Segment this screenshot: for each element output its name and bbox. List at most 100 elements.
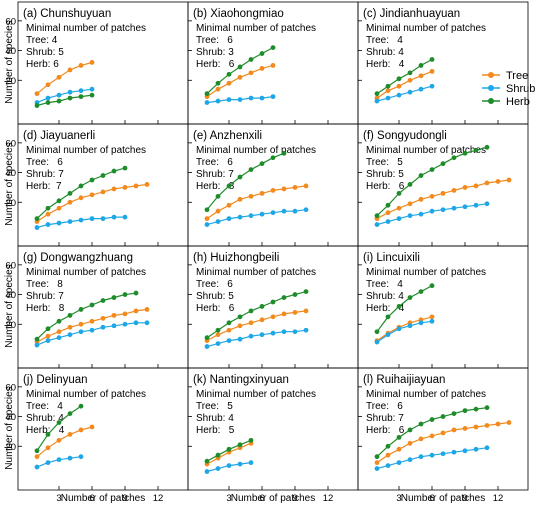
legend-herb-label: Herb	[506, 96, 530, 108]
legend-tree-label: Tree	[506, 70, 528, 82]
series-shrub-point	[111, 214, 117, 220]
series-herb-point	[248, 308, 254, 314]
series-shrub-point	[270, 94, 276, 100]
series-tree-point	[303, 308, 309, 314]
panel-title: (b) Xiaohongmiao	[193, 8, 284, 20]
series-tree-point	[78, 195, 84, 201]
minimal-herb: Herb: 6	[366, 181, 405, 192]
series-tree-point	[259, 66, 265, 71]
series-herb-point	[407, 182, 413, 187]
x-tick-label: 9	[292, 493, 297, 504]
series-shrub-point	[473, 446, 479, 452]
series-herb	[204, 45, 276, 97]
series-herb-point	[429, 167, 435, 173]
minimal-herb: Herb: 6	[196, 59, 235, 70]
series-tree-point	[78, 63, 84, 68]
series-tree-point	[237, 74, 243, 80]
y-tick-label: 20	[5, 76, 16, 87]
series-herb-point	[385, 202, 391, 208]
series-herb-point	[281, 150, 287, 156]
series-herb-point	[56, 198, 62, 204]
series-shrub-point	[429, 208, 435, 214]
minimal-shrub: Shrub: 5	[366, 169, 404, 180]
minimal-herb: Herb: 4	[366, 303, 405, 314]
series-tree-point	[111, 186, 117, 192]
panel-title: (j) Delinyuan	[23, 374, 88, 386]
series-shrub-point	[462, 204, 468, 210]
series-tree-line	[206, 185, 307, 220]
series-tree-point	[78, 321, 84, 327]
series-herb-point	[484, 144, 490, 150]
minimal-tree: Tree: 8	[26, 279, 63, 290]
series-herb-line	[36, 292, 137, 340]
legend-shrub-label: Shrub	[506, 83, 535, 95]
x-axis-label-col-2: Number of patches	[231, 493, 316, 504]
minimal-heading: Minimal number of patches	[26, 145, 146, 156]
series-shrub-point	[204, 469, 210, 474]
series-tree-point	[259, 317, 265, 323]
x-axis-label-col-3: Number of patches	[401, 493, 486, 504]
series-shrub-point	[303, 207, 309, 213]
series-tree	[34, 60, 95, 97]
minimal-shrub: Shrub: 5	[196, 291, 234, 302]
series-herb-point	[78, 183, 84, 189]
series-tree-point	[248, 193, 254, 199]
minimal-heading: Minimal number of patches	[366, 267, 486, 278]
series-herb	[204, 289, 309, 341]
series-tree-point	[237, 323, 243, 329]
series-tree-point	[215, 86, 221, 92]
series-shrub-point	[248, 95, 254, 101]
series-herb-point	[78, 403, 84, 409]
panel-title: (l) Ruihaijiayuan	[363, 374, 445, 386]
series-shrub-point	[407, 89, 413, 95]
series-herb-line	[206, 291, 307, 339]
series-herb-point	[237, 174, 243, 180]
series-herb-point	[215, 327, 221, 333]
series-tree-point	[374, 460, 380, 466]
series-herb-point	[226, 320, 232, 326]
y-tick-label: 40	[5, 290, 16, 301]
series-shrub-point	[45, 222, 51, 227]
series-shrub-point	[248, 213, 254, 219]
series-tree-point	[122, 185, 128, 190]
series-herb-point	[396, 434, 402, 440]
series-tree-point	[56, 437, 62, 443]
y-axis-label-row-1: Number of species	[4, 20, 15, 103]
series-shrub-point	[56, 335, 62, 341]
series-shrub-point	[122, 321, 128, 327]
x-tick-label: 3	[226, 493, 231, 504]
series-tree-point	[89, 318, 95, 324]
series-tree-point	[100, 189, 106, 195]
series-herb-point	[270, 45, 276, 50]
series-tree-point	[89, 424, 95, 430]
series-shrub-line	[206, 209, 307, 226]
series-herb-point	[56, 420, 62, 425]
series-shrub	[204, 207, 309, 227]
series-shrub-point	[89, 86, 95, 92]
legend-tree-marker	[488, 72, 494, 78]
series-shrub	[374, 318, 435, 345]
series-tree-point	[248, 320, 254, 326]
minimal-heading: Minimal number of patches	[196, 267, 316, 278]
series-tree-point	[440, 430, 446, 436]
series-herb-point	[122, 165, 128, 171]
series-tree-point	[484, 180, 490, 186]
panel-title: (g) Dongwangzhuang	[23, 252, 133, 264]
minimal-shrub: Shrub: 7	[366, 413, 404, 424]
minimal-heading: Minimal number of patches	[196, 145, 316, 156]
series-herb-point	[374, 454, 380, 460]
x-tick-label: 12	[493, 493, 504, 504]
series-herb	[34, 165, 128, 222]
y-tick-label: 40	[5, 46, 16, 57]
series-herb-point	[418, 63, 424, 68]
series-herb-point	[89, 302, 95, 308]
minimal-shrub: Shrub: 7	[26, 291, 64, 302]
series-shrub-point	[451, 205, 457, 211]
series-shrub-point	[429, 452, 435, 458]
y-axis-label-row-3: Number of species	[4, 264, 15, 347]
panel-7: (g) Dongwangzhuang Minimal number of patc…	[5, 245, 189, 369]
series-herb-point	[215, 80, 221, 86]
series-shrub-point	[56, 457, 62, 463]
series-shrub-point	[78, 217, 84, 223]
series-shrub	[204, 460, 254, 474]
